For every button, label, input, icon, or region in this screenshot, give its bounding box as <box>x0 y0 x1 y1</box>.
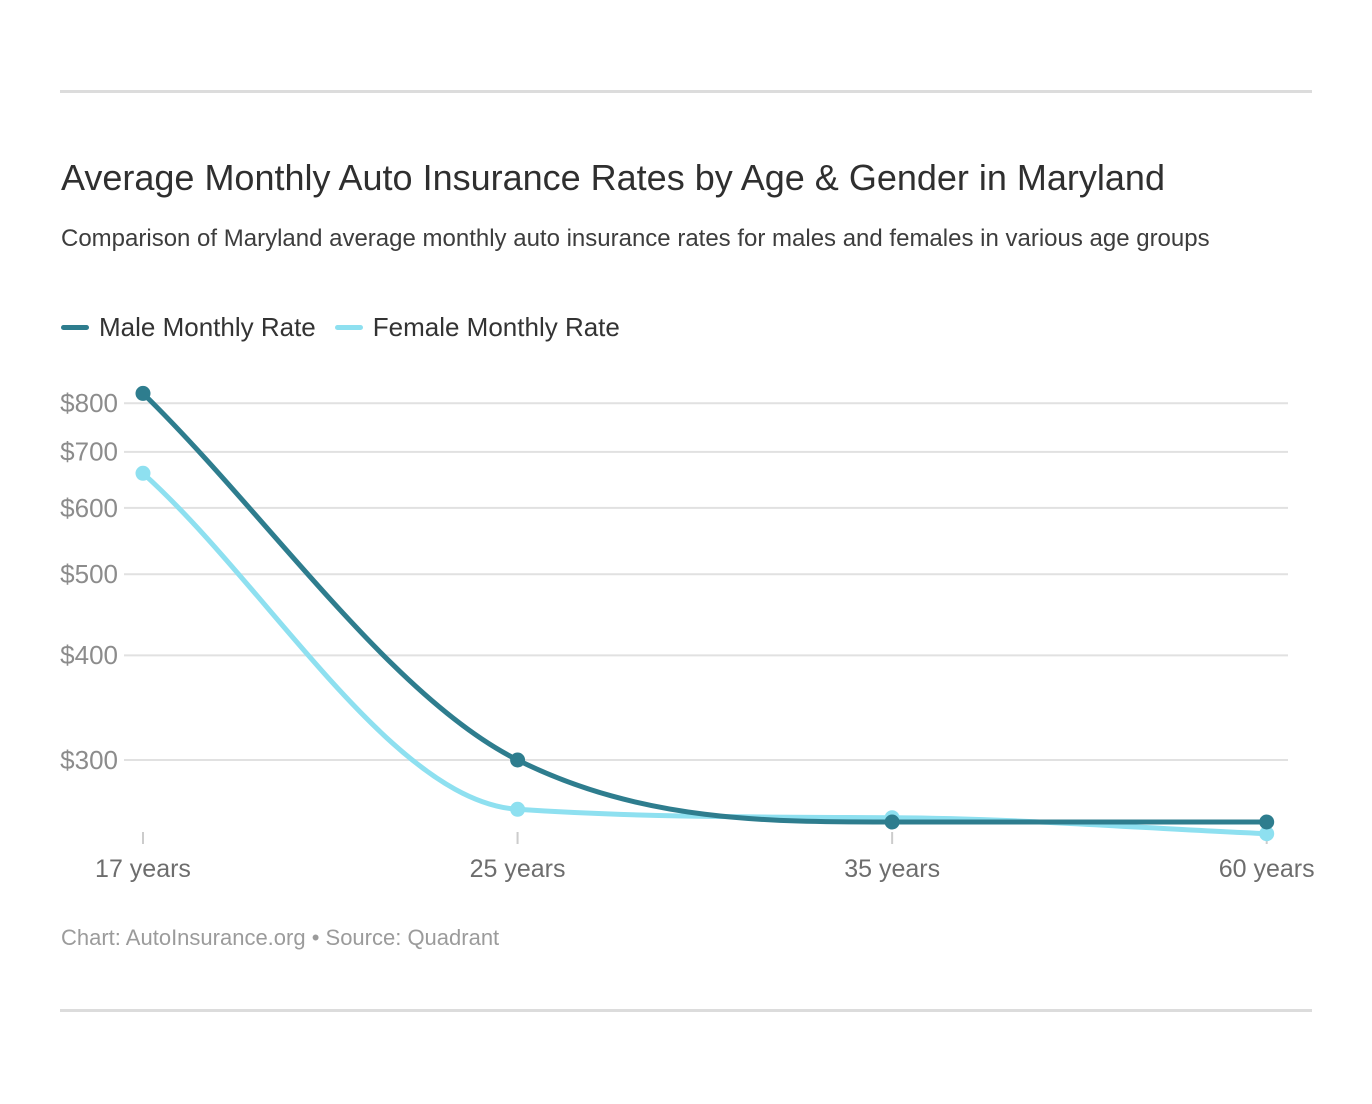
male-data-point-60-years <box>1259 814 1275 830</box>
y-axis-label: $800 <box>60 388 118 418</box>
male-series-line <box>140 390 1270 825</box>
chart-legend: Male Monthly Rate Female Monthly Rate <box>61 312 620 343</box>
legend-label-female: Female Monthly Rate <box>372 312 620 342</box>
female-data-point-25-years <box>510 801 526 817</box>
legend-item-male: Male Monthly Rate <box>61 312 316 343</box>
bottom-divider <box>60 1009 1312 1012</box>
male-data-point-25-years <box>510 752 526 768</box>
x-axis-label: 17 years <box>95 855 191 883</box>
male-series-swatch-icon <box>61 325 89 330</box>
male-data-point-35-years <box>884 814 900 830</box>
female-data-point-60-years <box>1259 826 1275 842</box>
female-series-swatch-icon <box>334 325 363 330</box>
legend-item-female: Female Monthly Rate <box>334 312 620 343</box>
y-axis-label: $300 <box>60 745 118 775</box>
male-data-point-17-years <box>135 385 151 401</box>
x-axis-label: 35 years <box>844 855 940 883</box>
chart-subtitle: Comparison of Maryland average monthly a… <box>61 225 1210 252</box>
y-axis-label: $400 <box>60 640 118 670</box>
y-axis-label: $500 <box>60 559 118 589</box>
legend-label-male: Male Monthly Rate <box>99 312 316 342</box>
female-data-point-17-years <box>135 465 151 481</box>
x-axis-label: 25 years <box>470 855 566 883</box>
chart-title: Average Monthly Auto Insurance Rates by … <box>61 157 1165 198</box>
y-axis-label: $600 <box>60 493 118 523</box>
top-divider <box>60 90 1312 93</box>
y-axis-label: $700 <box>60 437 118 467</box>
x-axis-label: 60 years <box>1219 855 1315 883</box>
chart-footer-byline: Chart: AutoInsurance.org • Source: Quadr… <box>61 925 500 950</box>
female-series-line <box>140 470 1270 837</box>
